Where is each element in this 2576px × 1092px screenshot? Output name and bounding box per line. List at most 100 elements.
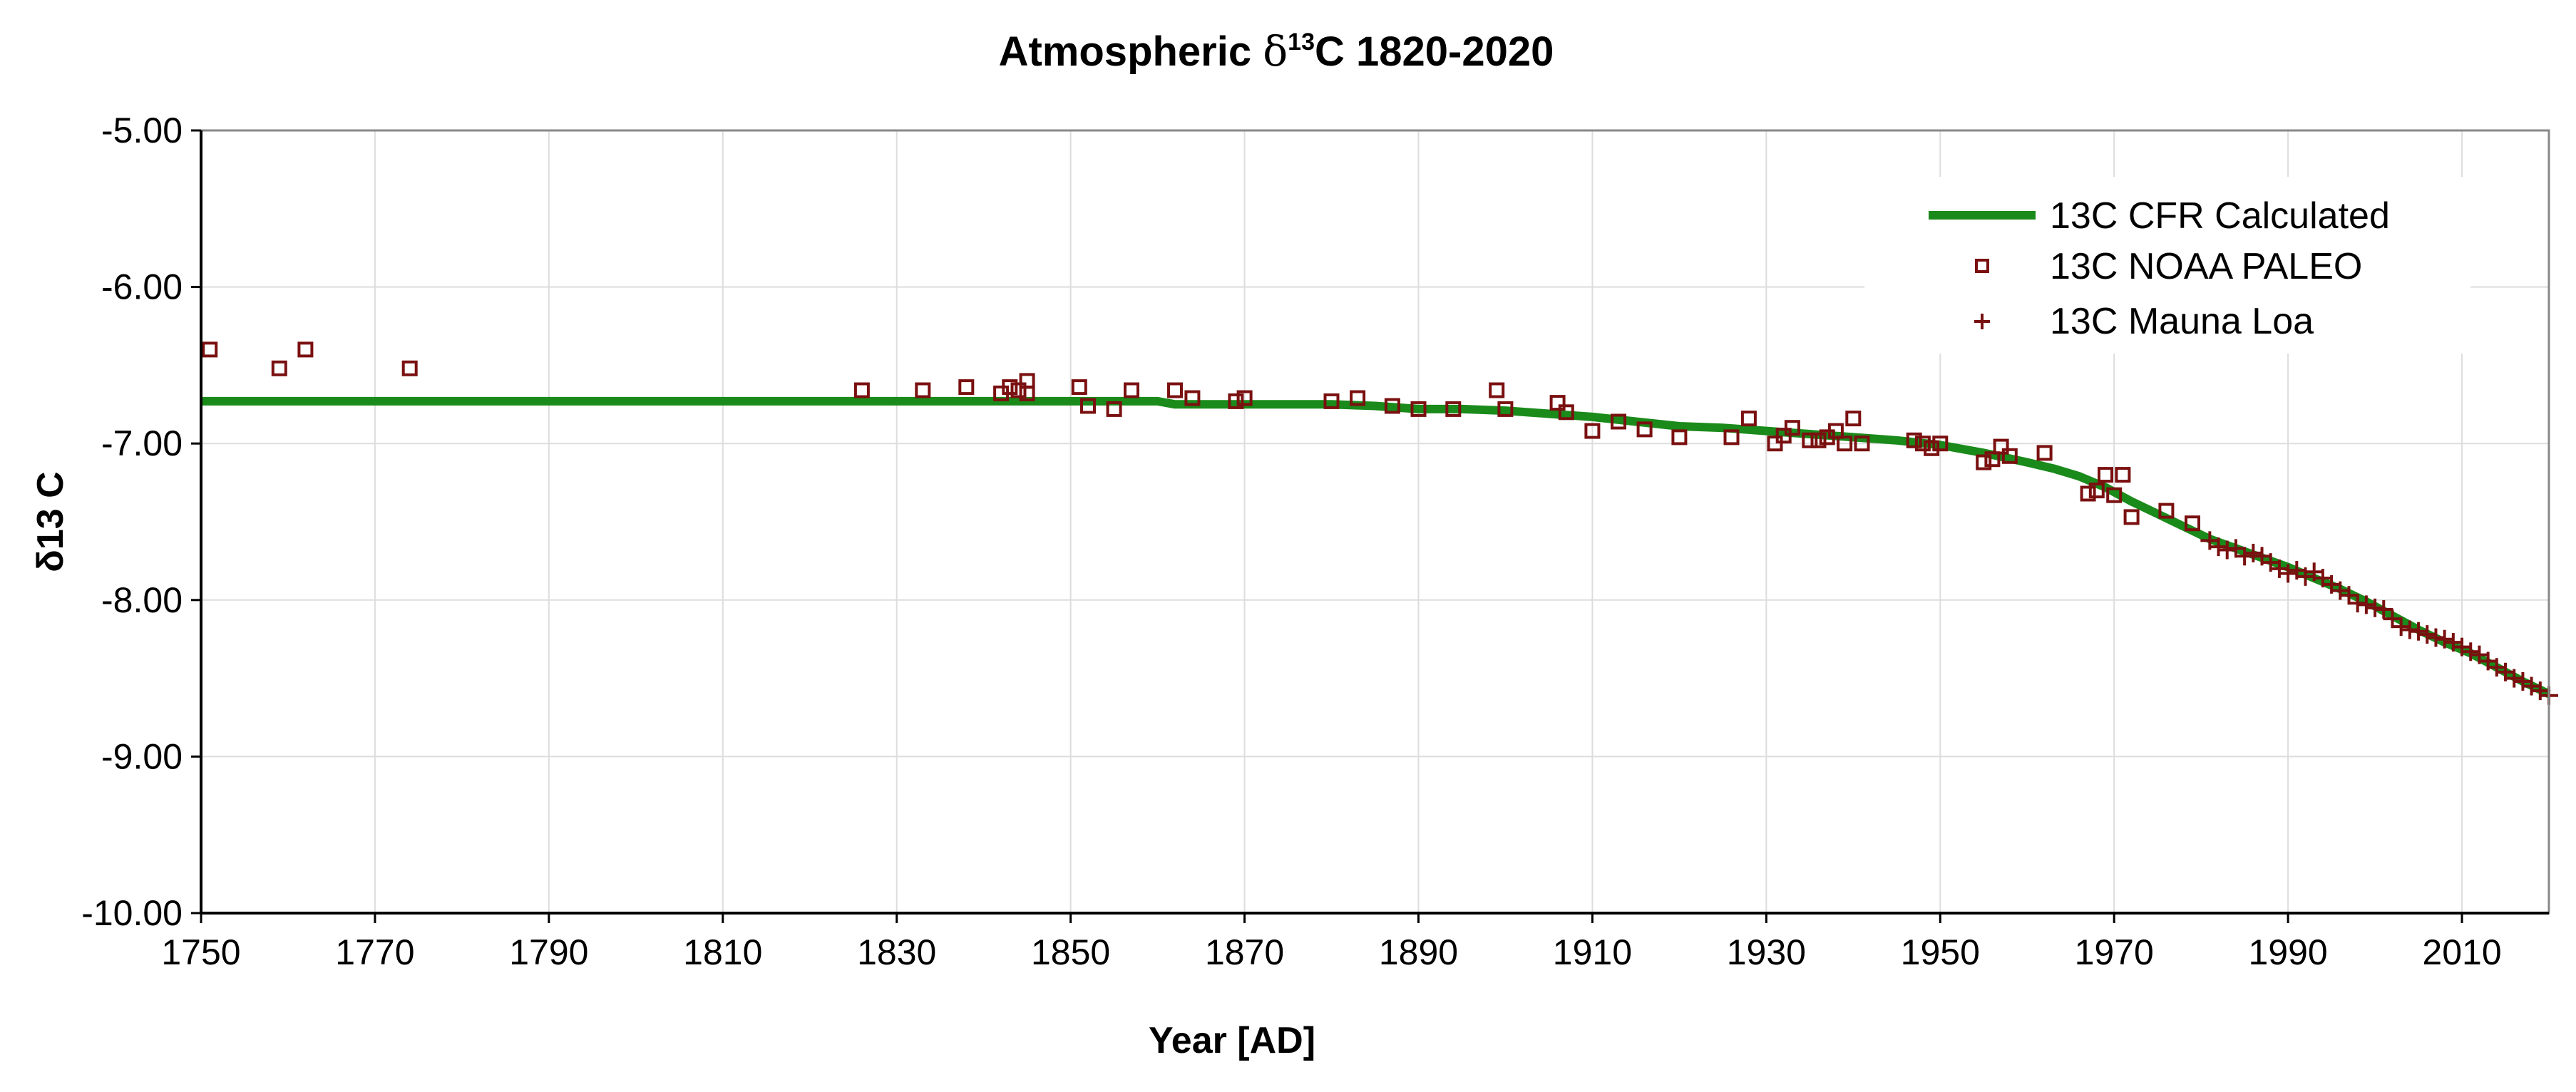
- x-tick-label: 1830: [857, 932, 936, 972]
- x-tick-label: 1790: [509, 932, 588, 972]
- x-tick-label: 1930: [1727, 932, 1806, 972]
- x-tick-label: 1870: [1205, 932, 1284, 972]
- mauna-loa-point: [2400, 620, 2419, 639]
- paleo-point: [915, 382, 931, 398]
- mauna-loa-point: [2296, 567, 2315, 586]
- paleo-point: [1810, 432, 1827, 448]
- paleo-point: [1236, 390, 1253, 406]
- paleo-point: [1976, 454, 1992, 470]
- paleo-point: [1350, 390, 1366, 406]
- paleo-point: [1549, 395, 1566, 411]
- paleo-point: [2123, 509, 2140, 525]
- paleo-point: [1984, 451, 2001, 468]
- paleo-point: [1723, 429, 1740, 445]
- paleo-point: [1384, 398, 1400, 414]
- legend-plus-marker: [1974, 314, 1990, 329]
- chart-title-suffix: C 1820-2020: [1315, 29, 1554, 75]
- paleo-point: [1410, 401, 1427, 417]
- paleo-point: [1019, 385, 1035, 401]
- mauna-loa-point: [2217, 540, 2237, 560]
- x-tick-label: 1950: [1901, 932, 1980, 972]
- paleo-point: [202, 341, 218, 358]
- mauna-loa-point: [2426, 628, 2446, 647]
- mauna-loa-point: [2348, 594, 2367, 613]
- mauna-loa-point: [2279, 564, 2298, 583]
- mauna-loa-point: [2383, 609, 2402, 629]
- y-tick-label: -6.00: [101, 267, 183, 307]
- paleo-point: [2036, 445, 2053, 461]
- paleo-point: [1740, 411, 1757, 427]
- mauna-loa-point: [2522, 676, 2541, 696]
- paleo-point: [401, 360, 418, 376]
- paleo-point: [1854, 436, 1870, 452]
- paleo-point: [1497, 401, 1514, 417]
- chart-title-prefix: Atmospheric: [999, 29, 1263, 75]
- paleo-point: [1932, 436, 1949, 452]
- paleo-point: [271, 360, 287, 376]
- paleo-point: [1558, 404, 1574, 421]
- paleo-point: [1837, 436, 1853, 452]
- paleo-point: [1802, 432, 1818, 448]
- legend-label-calculated: 13C CFR Calculated: [2050, 195, 2390, 237]
- mauna-loa-point: [2209, 537, 2228, 557]
- mauna-loa-point: [2443, 633, 2463, 652]
- mauna-loa-point: [2453, 637, 2472, 656]
- legend-background: [1864, 177, 2470, 354]
- paleo-point: [1080, 398, 1096, 414]
- paleo-point: [1584, 423, 1601, 439]
- paleo-point: [1611, 413, 1626, 430]
- paleo-point: [2080, 485, 2096, 502]
- mauna-loa-point: [2530, 681, 2550, 701]
- mauna-loa-point: [2269, 559, 2289, 578]
- legend-square-marker: [1975, 259, 1989, 273]
- mauna-loa-point: [2366, 598, 2385, 617]
- mauna-loa-point: [2505, 669, 2524, 688]
- mauna-loa-point: [2331, 581, 2350, 600]
- x-axis-ticks: 1750 1770 1790 1810 1830 1850 1870 1890 1910 1930…: [161, 913, 2502, 972]
- mauna-loa-series: [2200, 531, 2558, 705]
- paleo-point: [1845, 411, 1862, 427]
- mauna-loa-point: [2435, 629, 2454, 649]
- paleo-point: [1784, 420, 1800, 436]
- paleo-point: [1914, 436, 1931, 452]
- y-tick-label: -10.00: [81, 893, 183, 933]
- paleo-point: [2158, 503, 2175, 519]
- paleo-point: [1671, 429, 1688, 445]
- paleo-point: [2185, 515, 2200, 532]
- paleo-point: [1445, 401, 1462, 417]
- paleo-point: [1010, 382, 1027, 398]
- y-tick-label: -5.00: [101, 110, 183, 150]
- paleo-point: [1924, 440, 1940, 456]
- paleo-point: [2088, 483, 2105, 499]
- x-tick-label: 1810: [683, 932, 762, 972]
- paleo-point: [1106, 401, 1122, 417]
- paleo-point: [1228, 393, 1244, 409]
- x-tick-label: 1750: [161, 932, 240, 972]
- y-tick-label: -9.00: [101, 736, 183, 776]
- mauna-loa-point: [2487, 658, 2506, 677]
- y-tick-label: -8.00: [101, 580, 183, 620]
- legend-label-mauna-loa: 13C Mauna Loa: [2050, 301, 2314, 342]
- paleo-point: [2115, 467, 2131, 483]
- mauna-loa-point: [2339, 586, 2359, 605]
- paleo-point: [958, 379, 975, 396]
- paleo-point: [1636, 421, 1653, 438]
- paleo-point: [2106, 487, 2123, 503]
- chart-title-symbol: δ: [1263, 27, 1288, 76]
- x-tick-label: 1890: [1379, 932, 1458, 972]
- legend: 13C CFR Calculated 13C NOAA PALEO 13C Ma…: [1864, 177, 2470, 354]
- paleo-point: [1071, 379, 1087, 396]
- x-tick-label: 1910: [1553, 932, 1632, 972]
- paleo-point: [1827, 423, 1844, 439]
- paleo-point: [1184, 390, 1201, 406]
- mauna-loa-point: [2235, 547, 2254, 566]
- x-tick-label: 1970: [2075, 932, 2154, 972]
- mauna-loa-point: [2391, 617, 2411, 637]
- paleo-point: [1323, 393, 1340, 409]
- chart-title-superscript: 13: [1288, 29, 1315, 56]
- paleo-point: [297, 341, 314, 358]
- mauna-loa-point: [2374, 599, 2393, 619]
- mauna-loa-point: [2418, 625, 2437, 644]
